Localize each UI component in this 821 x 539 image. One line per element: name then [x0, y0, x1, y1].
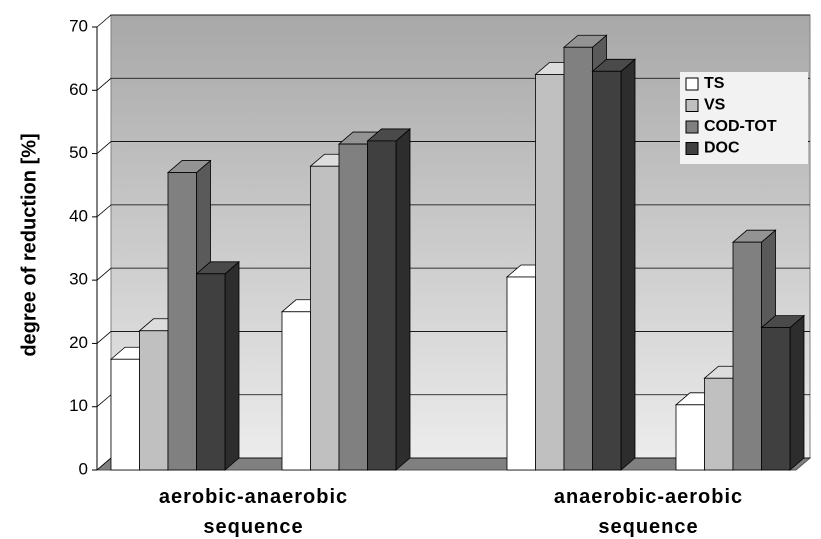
bar	[760, 314, 806, 471]
bar-front	[167, 172, 197, 471]
legend-box	[680, 72, 808, 164]
legend-swatch	[685, 99, 699, 112]
y-tick-label: 20	[69, 333, 88, 352]
bar-side	[620, 58, 636, 471]
legend-swatch	[685, 77, 699, 91]
legend-label: VS	[704, 97, 726, 114]
x-tick-label: anaerobic-aerobic sequence	[553, 486, 744, 538]
bar-front	[367, 140, 397, 471]
bar-front	[761, 327, 791, 471]
bar	[591, 58, 637, 471]
y-tick-label: 10	[69, 396, 88, 415]
bar-side	[224, 260, 240, 471]
bar-front	[506, 276, 536, 471]
legend-swatch	[685, 120, 699, 134]
bar	[366, 128, 412, 471]
y-tick-label: 70	[69, 16, 88, 35]
y-tick-label: 0	[79, 459, 88, 478]
y-axis-title: degree of reduction [%]	[18, 133, 40, 356]
bar-front	[675, 404, 705, 471]
legend-label: COD-TOT	[704, 118, 777, 135]
bar-front	[110, 358, 140, 471]
grid-line	[96, 14, 810, 28]
bar-front	[704, 377, 734, 471]
y-tick-label: 50	[69, 143, 88, 162]
legend-swatch	[685, 142, 699, 155]
bar-front	[732, 241, 762, 471]
x-tick-label: aerobic-anaerobic sequence	[158, 486, 349, 538]
bar-front	[139, 330, 169, 471]
bar-front	[338, 143, 368, 471]
bar-side	[395, 128, 411, 471]
legend-label: DOC	[704, 140, 740, 157]
bar-front	[535, 74, 565, 471]
y-tick-label: 30	[69, 270, 88, 289]
bar-front	[563, 46, 593, 471]
legend-label: TS	[704, 75, 725, 92]
bar-front	[592, 70, 622, 471]
bar-front	[281, 311, 311, 471]
bar-front	[196, 273, 226, 471]
y-tick-label: 40	[69, 206, 88, 225]
bar-front	[310, 165, 340, 471]
y-tick-label: 60	[69, 80, 88, 99]
bar-side	[789, 314, 805, 471]
bar	[195, 260, 241, 471]
